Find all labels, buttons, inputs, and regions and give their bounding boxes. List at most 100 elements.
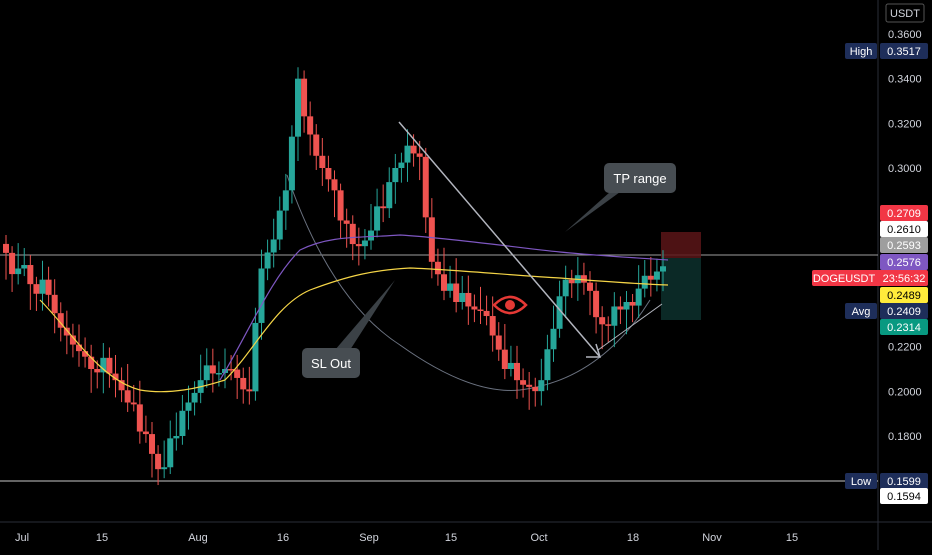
- candle-body: [520, 380, 527, 385]
- candle-body: [447, 283, 454, 291]
- sl-out-label: SL Out: [311, 356, 351, 371]
- candle-body: [9, 252, 16, 275]
- purple-ma-level-tag: 0.2576: [887, 257, 921, 269]
- candle-body: [465, 292, 472, 307]
- time-axis-label: Aug: [188, 532, 208, 544]
- arrow-head-icon: [586, 343, 602, 358]
- price-axis[interactable]: USDT 0.3600 0.3400 0.3200 0.3000 0.2200 0.200…: [812, 3, 928, 504]
- high-value: 0.3517: [887, 46, 921, 58]
- candle-body: [410, 145, 417, 154]
- high-label: High: [850, 46, 873, 58]
- sl-out-callout[interactable]: SL Out: [302, 280, 395, 378]
- candle-body: [270, 239, 277, 253]
- candle-body: [94, 369, 101, 373]
- candle-body: [3, 243, 9, 253]
- candle-body: [538, 380, 545, 392]
- candle-body: [130, 402, 137, 405]
- candle-body: [124, 390, 131, 403]
- candle-body: [240, 377, 247, 390]
- low-level-2-tag-bg: [880, 488, 928, 504]
- candle-body: [404, 145, 411, 163]
- candle-body: [173, 436, 180, 439]
- candle-body: [161, 467, 168, 470]
- horizontal-line-level-tag-bg: [880, 237, 928, 253]
- candle-body: [142, 431, 149, 435]
- time-axis-label: 15: [96, 532, 108, 544]
- last-price-tag: [812, 270, 928, 286]
- countdown-tag: 23:56:32: [883, 273, 926, 285]
- candle-body: [252, 322, 259, 392]
- tp-range-callout[interactable]: TP range: [565, 163, 676, 232]
- candle-body: [57, 313, 64, 328]
- take-profit-zone[interactable]: [661, 258, 701, 320]
- trend-drawing-line[interactable]: [398, 121, 601, 358]
- candle-body: [647, 275, 654, 280]
- candle-body: [264, 252, 271, 269]
- candle-body: [434, 261, 441, 275]
- candle-body: [471, 306, 478, 310]
- candle-body: [623, 302, 630, 310]
- cup-curve[interactable]: [286, 174, 651, 391]
- candle-body: [246, 389, 253, 392]
- candle-body: [441, 274, 447, 291]
- price-tick-label: 0.1800: [888, 431, 922, 443]
- candle-body: [459, 292, 466, 302]
- price-tick-label: 0.3200: [888, 118, 922, 130]
- candle-body: [635, 288, 642, 306]
- candle-body: [331, 179, 338, 191]
- yellow-ma-line[interactable]: [39, 267, 669, 393]
- yellow-ma-level-tag-bg: [880, 287, 928, 303]
- time-axis-label: Sep: [359, 532, 379, 544]
- candle-body: [544, 349, 551, 381]
- candle-body: [209, 365, 216, 374]
- candle-body: [82, 351, 89, 357]
- candle-body: [526, 384, 533, 387]
- symbol-tag: DOGEUSDT: [813, 273, 876, 285]
- candle-body: [392, 168, 399, 183]
- candle-body: [349, 223, 356, 245]
- candle-body: [191, 392, 198, 403]
- candle-body: [51, 294, 58, 314]
- candle-body: [361, 240, 368, 247]
- candle-body: [562, 279, 569, 297]
- candle-body: [374, 206, 381, 231]
- candle-body: [593, 290, 600, 318]
- candle-body: [501, 349, 508, 369]
- candles-group: [3, 67, 666, 486]
- stop-loss-zone[interactable]: [661, 232, 701, 258]
- price-tick-label: 0.2200: [888, 342, 922, 354]
- candle-body: [599, 317, 606, 325]
- candle-body: [507, 362, 514, 369]
- low-value: 0.1599: [887, 476, 921, 488]
- candle-body: [611, 306, 618, 326]
- candle-body: [288, 136, 295, 191]
- candle-body: [63, 327, 70, 336]
- eye-icon[interactable]: [492, 295, 528, 315]
- time-axis-label: 16: [277, 532, 289, 544]
- candle-body: [653, 271, 660, 280]
- rising-trendline[interactable]: [597, 303, 663, 351]
- candle-body: [489, 316, 496, 336]
- candle-body: [416, 153, 423, 157]
- avg-value: 0.2409: [887, 306, 921, 318]
- candle-body: [380, 206, 387, 209]
- candle-body: [532, 386, 539, 392]
- candle-body: [605, 324, 612, 326]
- candle-body: [398, 162, 405, 168]
- time-axis-label: 15: [786, 532, 798, 544]
- tp-range-label: TP range: [613, 171, 666, 186]
- candle-body: [295, 78, 301, 137]
- candle-body: [106, 357, 113, 374]
- candle-body: [556, 296, 563, 329]
- candle-body: [155, 453, 162, 470]
- candle-body: [629, 302, 636, 306]
- time-axis[interactable]: Jul 15 Aug 16 Sep 15 Oct 18 Nov 15: [15, 532, 798, 544]
- candle-body: [641, 275, 648, 289]
- purple-ma-line[interactable]: [219, 234, 669, 381]
- time-axis-label: 15: [445, 532, 457, 544]
- avg-label: Avg: [852, 306, 871, 318]
- candle-body: [550, 328, 557, 350]
- candle-body: [477, 309, 484, 311]
